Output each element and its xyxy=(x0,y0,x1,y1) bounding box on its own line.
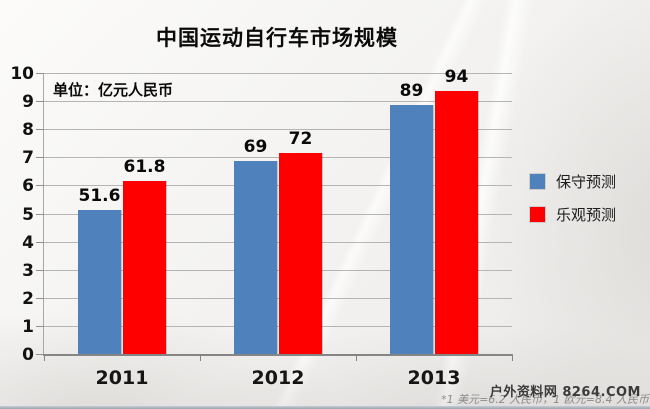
unit-label: 单位：亿元人民币 xyxy=(53,81,174,99)
y-axis-tick xyxy=(36,73,44,74)
gridline xyxy=(44,185,512,187)
y-axis-tick xyxy=(36,129,44,131)
gridline xyxy=(44,129,512,131)
legend-item-optimistic: 乐观预测 xyxy=(530,204,616,225)
gridline xyxy=(44,269,512,271)
y-axis-tick xyxy=(36,213,44,215)
bar-2012-conservative xyxy=(234,161,277,355)
chart-title: 中国运动自行车市场规模 xyxy=(156,26,398,50)
bar-value-label: 89 xyxy=(399,80,424,101)
bar-2011-optimistic xyxy=(123,181,166,355)
y-axis-tick xyxy=(36,325,44,327)
bar-value-label: 61.8 xyxy=(123,157,166,178)
y-axis-label: 4 xyxy=(22,232,34,253)
y-axis-tick xyxy=(36,185,44,187)
plot-area: 单位：亿元人民币 0 1 2 3 4 5 6 7 8 9 10 51.6 61.8 2011 69 72 201… xyxy=(10,65,513,389)
bar-value-label: 72 xyxy=(288,128,313,149)
gridline xyxy=(44,241,512,243)
y-axis-tick xyxy=(36,157,44,159)
y-axis-tick xyxy=(36,241,44,243)
gridline xyxy=(44,297,512,299)
bar-value-label: 51.6 xyxy=(78,186,121,207)
x-axis-label: 2011 xyxy=(95,367,149,389)
y-axis-label: 6 xyxy=(22,176,34,197)
bottom-edge-strip xyxy=(0,406,650,409)
legend-swatch-blue xyxy=(530,174,545,189)
x-axis-label: 2012 xyxy=(251,367,305,389)
y-axis-label: 0 xyxy=(22,345,34,365)
x-axis-tick xyxy=(512,355,513,361)
gridline xyxy=(44,213,512,215)
legend-swatch-red xyxy=(530,207,545,222)
y-axis-tick xyxy=(36,269,44,271)
y-axis-label: 1 xyxy=(22,316,34,337)
gridline xyxy=(44,325,512,327)
y-axis-tick xyxy=(36,297,44,299)
legend-label: 乐观预测 xyxy=(556,206,617,224)
bar-2012-optimistic xyxy=(279,152,322,355)
y-axis-tick xyxy=(36,354,44,355)
gridline xyxy=(44,157,512,159)
gridline xyxy=(44,101,512,103)
gridline xyxy=(44,73,512,74)
exchange-rate-footnote: *1 美元=6.2 人民币，1 欧元=8.4 人民币 xyxy=(441,393,649,406)
y-axis-label: 3 xyxy=(22,260,34,281)
bar-value-label: 69 xyxy=(243,137,268,158)
y-axis-tick xyxy=(36,101,44,103)
x-axis-tick xyxy=(200,355,201,361)
bar-2011-conservative xyxy=(78,210,121,355)
y-axis-label: 5 xyxy=(22,204,34,225)
bar-value-label: 94 xyxy=(444,66,469,87)
y-axis-label: 9 xyxy=(22,92,34,113)
x-axis-tick xyxy=(44,355,45,361)
site-watermark: 户外资料网 8264.COM xyxy=(489,385,641,400)
legend-label: 保守预测 xyxy=(556,173,617,191)
y-axis-label: 2 xyxy=(22,288,34,309)
bar-2013-conservative xyxy=(390,104,433,355)
y-axis-label: 7 xyxy=(22,148,34,169)
legend: 保守预测 乐观预测 xyxy=(530,171,616,237)
x-axis-label: 2013 xyxy=(407,367,461,389)
x-axis-line xyxy=(43,354,513,356)
y-axis-label: 8 xyxy=(22,120,34,141)
legend-item-conservative: 保守预测 xyxy=(530,171,616,192)
x-axis-tick xyxy=(356,355,357,361)
y-axis-label: 10 xyxy=(10,64,34,84)
bar-2013-optimistic xyxy=(435,90,478,355)
